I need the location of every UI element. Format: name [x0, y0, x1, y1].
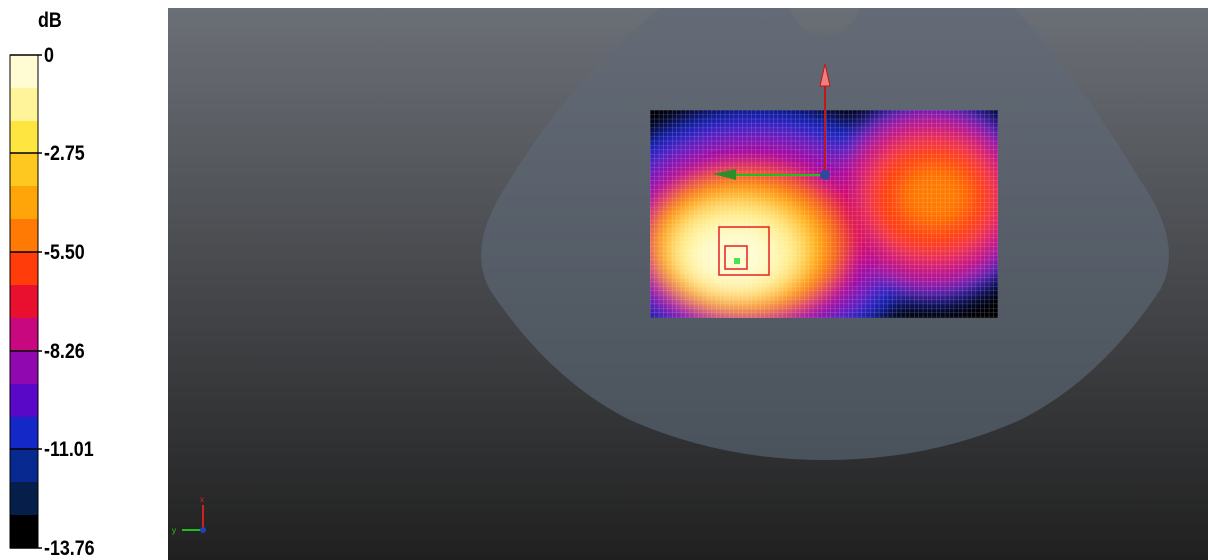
- colorbar-label: -13.76: [44, 537, 95, 560]
- colorbar-label: -2.75: [44, 142, 85, 165]
- colorbar-label: -8.26: [44, 340, 85, 363]
- marker: [734, 258, 740, 264]
- axis-arrow-head: [819, 63, 831, 87]
- region-box: [724, 245, 748, 270]
- origin: [820, 170, 830, 180]
- region-box: [718, 226, 770, 276]
- axes-triad: x y: [172, 495, 206, 535]
- colorbar: [9, 54, 42, 549]
- colorbar-title: dB: [38, 9, 62, 32]
- heatmap: [650, 110, 998, 318]
- colorbar-label: -5.50: [44, 241, 85, 264]
- triad-label: y: [172, 526, 176, 535]
- colorbar-label: 0: [44, 44, 54, 67]
- axis-arrow-head: [713, 169, 736, 180]
- triad-label: x: [200, 495, 204, 504]
- colorbar-label: -11.01: [44, 438, 94, 461]
